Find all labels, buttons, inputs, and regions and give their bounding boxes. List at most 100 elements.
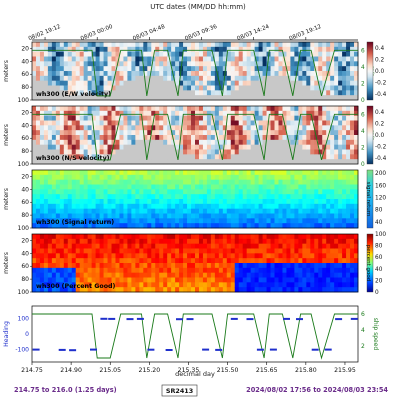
heatmap-cell — [115, 115, 120, 121]
heatmap-cell — [338, 208, 343, 214]
heatmap-cell — [95, 95, 100, 101]
heatmap-cell — [242, 125, 248, 131]
heatmap-cell — [187, 174, 192, 181]
heatmap-cell — [262, 80, 267, 86]
heatmap-cell — [314, 130, 319, 136]
heatmap-cell — [151, 213, 156, 219]
heatmap-cell — [298, 179, 303, 185]
heatmap-cell — [32, 213, 37, 219]
heatmap-cell — [290, 110, 295, 117]
heatmap-cell — [75, 95, 81, 101]
heatmap-cell — [234, 61, 240, 67]
heatmap-cell — [179, 218, 184, 224]
heatmap-cell — [63, 115, 69, 121]
heatmap-cell — [278, 75, 283, 82]
heatmap-cell — [330, 80, 335, 86]
heatmap-cell — [238, 66, 244, 72]
heatmap-cell — [246, 174, 252, 181]
heatmap-cell — [290, 42, 295, 48]
heatmap-cell — [55, 110, 61, 117]
heatmap-cell — [330, 110, 335, 117]
heatmap-cell — [218, 110, 224, 117]
heatmap-cell — [71, 61, 77, 67]
heatmap-cell — [290, 189, 295, 195]
heatmap-cell — [43, 125, 49, 131]
heatmap-cell — [123, 110, 128, 117]
heatmap-cell — [59, 184, 65, 190]
heatmap-cell — [246, 75, 252, 82]
heatmap-cell — [147, 238, 152, 245]
heatmap-cell — [354, 194, 359, 200]
heatmap-cell — [230, 71, 236, 77]
heatmap-cell — [330, 144, 335, 150]
heatmap-cell — [206, 170, 212, 176]
heatmap-cell — [87, 139, 93, 146]
heatmap-cell — [71, 203, 77, 210]
heatmap-cell — [63, 272, 69, 278]
heatmap-cell — [139, 66, 144, 72]
heatmap-cell — [242, 199, 248, 205]
heatmap-cell — [195, 95, 200, 101]
heatmap-cell — [107, 154, 112, 160]
heatmap-cell — [95, 46, 100, 53]
heatmap-cell — [202, 154, 208, 160]
heatmap-cell — [226, 199, 232, 205]
heatmap-cell — [187, 144, 192, 150]
heatmap-cell — [318, 120, 323, 126]
heatmap-cell — [302, 71, 307, 77]
heatmap-cell — [330, 267, 335, 274]
heatmap-cell — [282, 80, 287, 86]
heatmap-cell — [210, 42, 216, 48]
heatmap-cell — [183, 66, 188, 72]
heatmap-cell — [310, 75, 315, 82]
heatmap-cell — [83, 130, 89, 136]
heatmap-cell — [262, 243, 267, 249]
heatmap-cell — [354, 66, 359, 72]
heatmap-cell — [210, 80, 216, 86]
heatmap-cell — [246, 272, 252, 278]
heatmap-cell — [206, 71, 212, 77]
heatmap-cell — [262, 248, 267, 254]
heatmap-cell — [258, 263, 263, 269]
heatmap-cell — [306, 203, 311, 210]
heatmap-cell — [103, 42, 108, 48]
heatmap-cell — [187, 110, 192, 117]
heatmap-cell — [322, 46, 327, 53]
heatmap-cell — [75, 110, 81, 117]
heatmap-cell — [147, 56, 152, 62]
heatmap-cell — [198, 115, 204, 121]
heatmap-cell — [159, 248, 164, 254]
heatmap-cell — [306, 154, 311, 160]
heatmap-cell — [318, 144, 323, 150]
overlay-tick-label: 2 — [361, 145, 365, 151]
heatmap-cell — [35, 199, 41, 205]
heatmap-cell — [167, 71, 172, 77]
heatmap-cell — [103, 248, 108, 254]
heatmap-cell — [171, 267, 176, 274]
heatmap-cell — [67, 135, 73, 141]
heatmap-cell — [218, 159, 224, 165]
heatmap-cell — [222, 218, 228, 224]
heatmap-cell — [258, 46, 263, 53]
heatmap-cell — [262, 110, 267, 117]
heatmap-cell — [234, 71, 240, 77]
heatmap-cell — [222, 115, 228, 121]
heatmap-cell — [187, 272, 192, 278]
heatmap-cell — [63, 125, 69, 131]
heatmap-cell — [318, 234, 323, 240]
heatmap-cell — [238, 248, 244, 254]
heatmap-cell — [326, 277, 331, 283]
heatmap-cell — [302, 223, 307, 229]
y-tick-label: 20 — [21, 173, 29, 180]
heatmap-cell — [83, 85, 89, 91]
heatmap-cell — [306, 66, 311, 72]
heatmap-cell — [206, 263, 212, 269]
heatmap-cell — [262, 95, 267, 101]
heatmap-cell — [210, 154, 216, 160]
heatmap-cell — [274, 287, 279, 293]
heatmap-cell — [187, 263, 192, 269]
overlay-tick-label: 6 — [361, 112, 365, 118]
heatmap-cell — [302, 218, 307, 224]
heatmap-cell — [87, 174, 93, 181]
heatmap-cell — [346, 75, 351, 82]
